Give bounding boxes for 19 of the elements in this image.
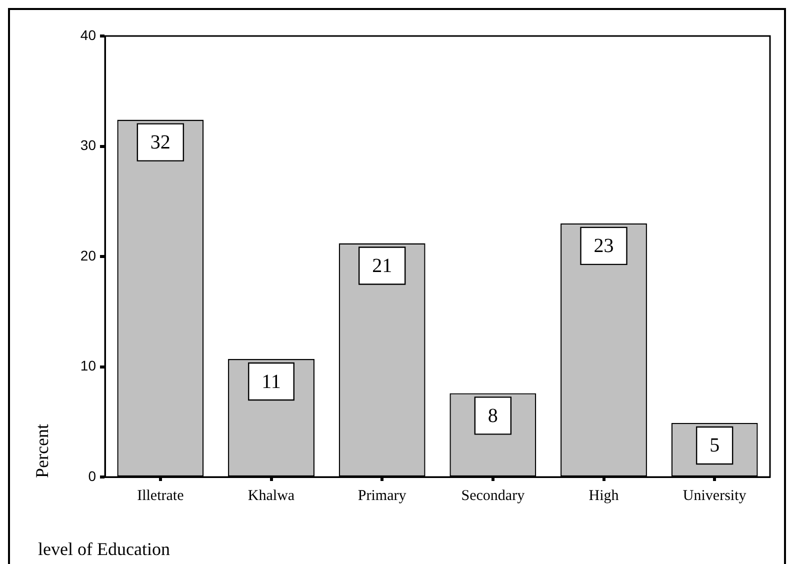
x-tick-label: Secondary [461,488,526,504]
data-label: 5 [710,434,720,457]
x-axis-title: level of Education [38,539,170,559]
x-tick-label: Primary [358,488,407,504]
x-tick-label: Illetrate [137,488,184,504]
data-label: 8 [488,404,498,427]
x-tick-label: Khalwa [248,488,295,504]
y-tick-label: 30 [80,137,96,154]
y-axis-title: Percent [32,424,52,478]
y-tick-label: 0 [88,468,96,484]
y-tick-label: 10 [80,358,96,374]
data-label: 21 [372,255,392,278]
data-label: 23 [594,235,614,258]
y-tick-label: 20 [80,247,96,264]
x-tick-label: High [588,488,620,504]
data-label: 32 [150,132,170,154]
x-tick-label: University [682,488,747,504]
data-label: 11 [262,370,281,393]
y-tick-label: 40 [80,26,96,43]
